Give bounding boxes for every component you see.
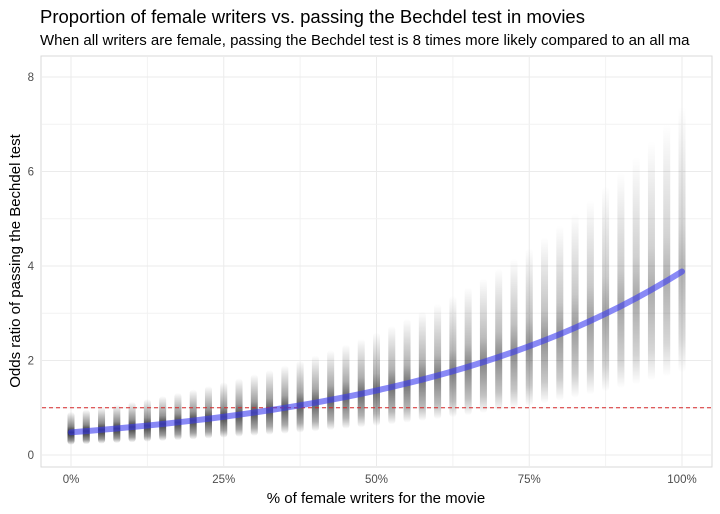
fit-line xyxy=(68,268,685,436)
x-tick-label: 100% xyxy=(667,474,696,486)
simulation-column xyxy=(67,411,75,445)
simulation-column xyxy=(434,303,442,420)
simulation-column xyxy=(617,172,625,389)
simulation-column xyxy=(82,409,90,445)
simulation-column xyxy=(510,258,518,409)
simulation-column xyxy=(403,318,411,423)
y-tick-label: 6 xyxy=(28,167,34,179)
simulation-column xyxy=(556,225,564,401)
x-axis-title: % of female writers for the movie xyxy=(267,490,485,507)
simulation-column xyxy=(250,374,258,436)
simulation-column xyxy=(388,325,396,425)
simulation-column xyxy=(586,200,594,395)
simulation-column xyxy=(602,186,610,392)
simulation-column xyxy=(296,360,304,433)
y-tick-label: 4 xyxy=(28,261,35,273)
simulation-column xyxy=(281,365,289,434)
simulation-column xyxy=(327,350,335,431)
simulation-column xyxy=(678,106,686,373)
x-tick-label: 25% xyxy=(212,474,235,486)
simulation-column xyxy=(479,278,487,414)
y-axis-title: Odds ratio of passing the Bechdel test xyxy=(7,133,24,387)
simulation-column xyxy=(647,141,655,381)
simulation-column xyxy=(311,355,319,432)
simulation-column xyxy=(571,213,579,398)
simulation-column xyxy=(464,287,472,416)
y-tick-label: 8 xyxy=(28,72,34,84)
chart-subtitle: When all writers are female, passing the… xyxy=(40,32,690,49)
x-tick-label: 75% xyxy=(518,474,541,486)
simulation-column xyxy=(449,295,457,418)
simulation-column xyxy=(495,268,503,411)
simulation-column xyxy=(189,389,197,440)
simulation-column xyxy=(159,396,167,442)
simulation-column xyxy=(113,404,121,444)
axis-ticks: 0% 25% 50% 75% 100% 0 2 4 6 8 xyxy=(28,72,697,486)
simulation-column xyxy=(357,338,365,428)
simulation-columns xyxy=(67,106,686,445)
x-tick-label: 50% xyxy=(365,474,388,486)
y-tick-label: 0 xyxy=(28,450,34,462)
simulation-column xyxy=(143,399,151,442)
simulation-column xyxy=(266,369,274,435)
simulation-column xyxy=(632,157,640,385)
simulation-column xyxy=(220,382,228,438)
simulation-column xyxy=(418,311,426,422)
simulation-column xyxy=(373,332,380,426)
simulation-column xyxy=(342,344,350,429)
simulation-column xyxy=(174,392,182,441)
simulation-column xyxy=(541,237,549,404)
simulation-column xyxy=(98,407,106,444)
chart-title: Proportion of female writers vs. passing… xyxy=(40,6,585,27)
y-tick-label: 2 xyxy=(28,356,34,368)
simulation-column xyxy=(525,248,533,407)
simulation-column xyxy=(663,124,671,377)
simulation-column xyxy=(204,386,212,439)
x-tick-label: 0% xyxy=(63,474,80,486)
simulation-column xyxy=(128,401,136,443)
